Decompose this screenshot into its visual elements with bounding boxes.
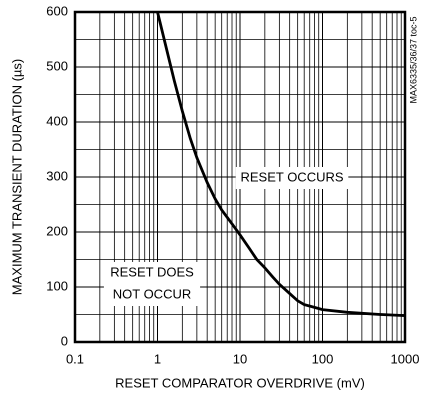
x-tick-label: 1 — [154, 351, 161, 366]
annotation: NOT OCCUR — [113, 286, 191, 301]
y-tick-label: 200 — [46, 223, 68, 238]
x-tick-label: 100 — [312, 351, 334, 366]
y-tick-label: 400 — [46, 113, 68, 128]
x-axis-title: RESET COMPARATOR OVERDRIVE (mV) — [115, 375, 365, 390]
curve — [156, 11, 406, 317]
side-note: MAX6335/36/37 toc-5 — [408, 16, 418, 103]
x-tick-label: 10 — [233, 351, 247, 366]
annotation-box — [103, 262, 201, 306]
annotation: RESET DOES — [110, 264, 194, 279]
plot-frame — [73, 10, 407, 344]
y-tick-label: 0 — [61, 333, 68, 348]
y-tick-label: 600 — [46, 3, 68, 18]
y-axis-title: MAXIMUM TRANSIENT DURATION (µs) — [9, 59, 24, 295]
y-tick-label: 100 — [46, 278, 68, 293]
y-tick-label: 500 — [46, 58, 68, 73]
x-tick-label: 1000 — [391, 351, 420, 366]
annotation-box — [235, 167, 349, 189]
x-tick-label: 0.1 — [66, 351, 84, 366]
y-tick-label: 300 — [46, 168, 68, 183]
annotation: RESET OCCURS — [240, 169, 343, 184]
